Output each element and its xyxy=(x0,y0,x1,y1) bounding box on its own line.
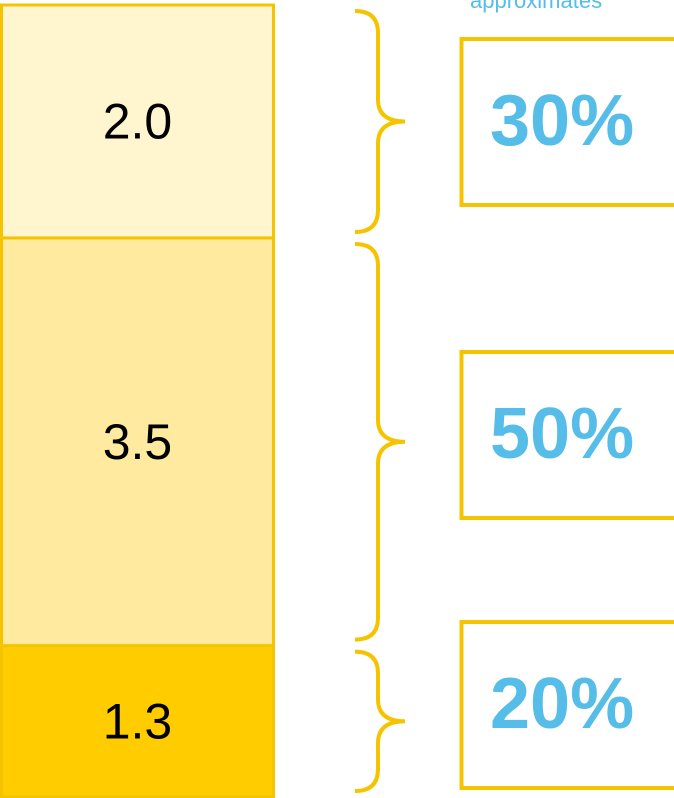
brace xyxy=(354,241,406,642)
brace xyxy=(354,9,406,234)
segment xyxy=(0,3,275,240)
annotation-box xyxy=(459,37,674,207)
annotation: 30% xyxy=(490,81,634,161)
segment xyxy=(0,644,275,798)
annotation-box xyxy=(459,350,674,520)
annotation: 20% xyxy=(490,664,634,744)
segment xyxy=(0,236,275,648)
annotation-box xyxy=(459,620,674,790)
annotation: 50% xyxy=(490,394,634,474)
caption: approximates xyxy=(470,0,602,13)
brace xyxy=(354,649,406,793)
segment-label: 1.3 xyxy=(103,693,173,749)
segment-label: 3.5 xyxy=(103,414,173,470)
segment-label: 2.0 xyxy=(103,94,173,150)
